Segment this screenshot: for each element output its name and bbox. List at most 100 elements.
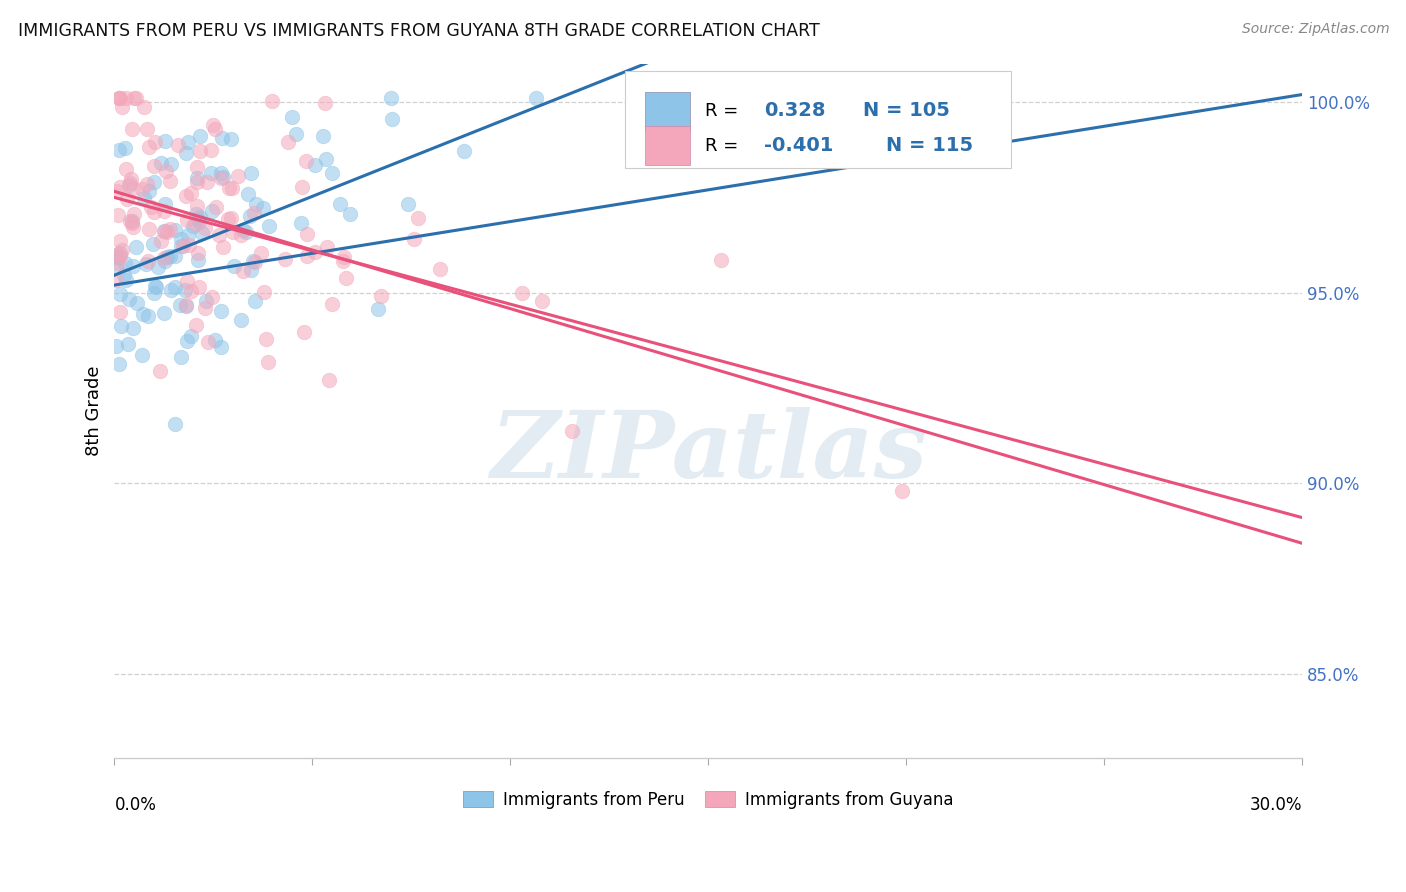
Point xyxy=(177,238,200,252)
Point xyxy=(170,232,193,246)
Point xyxy=(274,252,297,266)
Point xyxy=(186,318,208,332)
Point xyxy=(370,289,392,303)
Point xyxy=(312,129,335,144)
Point xyxy=(211,239,233,253)
FancyBboxPatch shape xyxy=(645,127,690,165)
Point xyxy=(186,176,208,190)
Point xyxy=(187,246,209,260)
Point xyxy=(531,293,554,308)
Point xyxy=(176,136,198,150)
Point xyxy=(339,207,361,221)
Point xyxy=(333,250,356,264)
Point xyxy=(315,152,337,166)
Point xyxy=(195,175,218,189)
Point xyxy=(250,245,273,260)
Point xyxy=(153,253,176,268)
Point xyxy=(212,169,235,184)
Text: Source: ZipAtlas.com: Source: ZipAtlas.com xyxy=(1241,22,1389,37)
Point xyxy=(295,227,318,241)
Point xyxy=(184,207,207,221)
Point xyxy=(111,99,134,113)
Point xyxy=(321,166,343,180)
Point xyxy=(153,224,176,238)
Point xyxy=(145,280,167,294)
Point xyxy=(254,332,277,346)
Point xyxy=(107,256,129,270)
Point xyxy=(108,91,131,105)
Point xyxy=(219,132,242,146)
Point xyxy=(181,219,204,234)
Point xyxy=(406,211,429,226)
Point xyxy=(114,256,136,270)
Point xyxy=(174,299,197,313)
Point xyxy=(107,251,129,265)
Point xyxy=(166,138,188,153)
Text: 0.328: 0.328 xyxy=(763,102,825,120)
Point xyxy=(201,290,224,304)
Point xyxy=(194,301,217,315)
Point xyxy=(318,373,340,387)
Point xyxy=(131,306,153,320)
Point xyxy=(114,91,136,105)
Point xyxy=(176,274,198,288)
Point xyxy=(121,216,143,230)
Point xyxy=(143,159,166,173)
Y-axis label: 8th Grade: 8th Grade xyxy=(86,366,103,456)
Text: 30.0%: 30.0% xyxy=(1250,796,1302,814)
Point xyxy=(114,162,136,177)
Point xyxy=(110,249,132,263)
Point xyxy=(176,227,198,242)
Point xyxy=(381,112,404,127)
Point xyxy=(105,260,128,275)
Point xyxy=(187,212,209,227)
Point xyxy=(165,249,187,263)
Point xyxy=(217,212,239,227)
Point xyxy=(186,170,208,185)
Point xyxy=(110,305,132,319)
Point xyxy=(105,273,128,287)
Point xyxy=(292,325,315,339)
Point xyxy=(153,224,176,238)
Point xyxy=(110,234,132,248)
Point xyxy=(335,271,357,285)
Point xyxy=(188,128,211,143)
Point xyxy=(108,245,131,260)
Text: 0.0%: 0.0% xyxy=(114,796,156,814)
Point xyxy=(105,339,128,353)
Point xyxy=(107,357,129,371)
Point xyxy=(194,221,217,235)
Point xyxy=(204,334,226,348)
Point xyxy=(107,91,129,105)
Point xyxy=(188,144,211,158)
Point xyxy=(240,166,263,180)
Point xyxy=(295,249,318,263)
Point xyxy=(314,96,336,111)
Point xyxy=(188,210,211,224)
Point xyxy=(159,174,181,188)
Point xyxy=(242,254,264,268)
Point xyxy=(117,336,139,351)
Point xyxy=(131,182,153,196)
Point xyxy=(136,309,159,323)
Point xyxy=(238,187,260,202)
Point xyxy=(112,268,135,282)
Point xyxy=(200,166,222,180)
Point xyxy=(243,205,266,219)
Point xyxy=(124,206,146,220)
Point xyxy=(890,484,912,499)
Point xyxy=(165,280,187,294)
Text: R =: R = xyxy=(704,136,738,154)
Point xyxy=(332,254,354,268)
Point xyxy=(156,226,179,240)
Point xyxy=(153,252,176,266)
Point xyxy=(121,213,143,227)
Legend: Immigrants from Peru, Immigrants from Guyana: Immigrants from Peru, Immigrants from Gu… xyxy=(457,784,960,815)
Point xyxy=(115,273,138,287)
Point xyxy=(174,145,197,160)
Point xyxy=(135,177,157,191)
Point xyxy=(148,260,170,275)
Point xyxy=(207,228,229,243)
Point xyxy=(115,193,138,207)
Point xyxy=(180,186,202,201)
